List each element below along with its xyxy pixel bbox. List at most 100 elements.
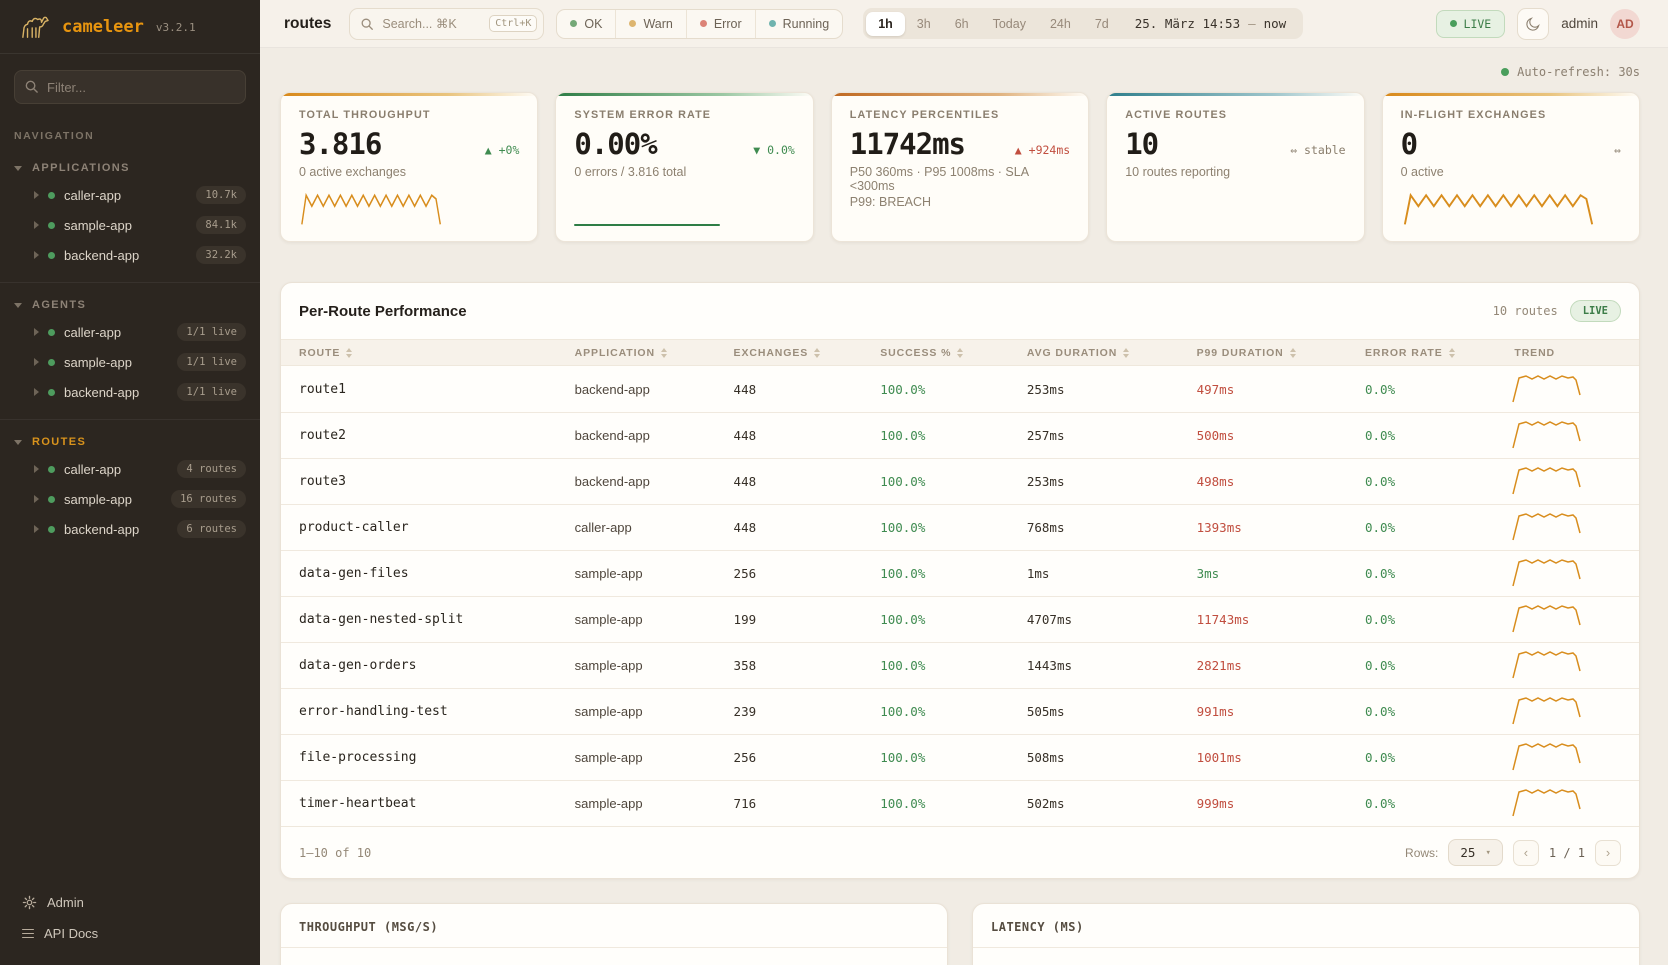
rows-per-page-label: Rows: bbox=[1405, 845, 1439, 860]
main-area: routes Search... ⌘K Ctrl+K OK Warn Error… bbox=[260, 0, 1668, 965]
kpi-label: IN-FLIGHT EXCHANGES bbox=[1400, 109, 1547, 121]
topbar: routes Search... ⌘K Ctrl+K OK Warn Error… bbox=[260, 0, 1668, 48]
status-filter-chip[interactable]: Error bbox=[685, 9, 755, 38]
kpi-subtext: 0 errors / 3.816 total bbox=[574, 165, 687, 179]
status-dot-icon bbox=[48, 251, 55, 259]
table-row[interactable]: product-caller caller-app 448 100.0% 768… bbox=[281, 504, 1639, 550]
cell-exchanges: 448 bbox=[733, 520, 757, 535]
cell-route: data-gen-orders bbox=[299, 658, 417, 673]
table-row[interactable]: file-processing sample-app 256 100.0% 50… bbox=[281, 734, 1639, 780]
column-header[interactable]: ERROR RATE bbox=[1347, 347, 1496, 359]
sidebar-section-header[interactable]: AGENTS bbox=[0, 293, 260, 317]
trend-sparkline-icon bbox=[1512, 789, 1582, 817]
filter-input[interactable] bbox=[14, 70, 246, 104]
inflight-sparkline bbox=[1401, 188, 1621, 228]
bottom-charts: THROUGHPUT (MSG/S) LATENCY (MS) bbox=[280, 903, 1640, 965]
time-range-button[interactable]: Today bbox=[992, 16, 1026, 31]
status-filter-chip[interactable]: Running bbox=[754, 9, 843, 38]
chevron-right-icon bbox=[34, 388, 39, 396]
table-row[interactable]: data-gen-orders sample-app 358 100.0% 14… bbox=[281, 642, 1639, 688]
column-header[interactable]: APPLICATION bbox=[557, 347, 716, 359]
avatar[interactable]: AD bbox=[1610, 8, 1640, 39]
cell-application: sample-app bbox=[574, 796, 643, 811]
kpi-value: 10 bbox=[1125, 127, 1159, 161]
table-row[interactable]: route2 backend-app 448 100.0% 257ms 500m… bbox=[281, 412, 1639, 458]
cell-route: route2 bbox=[299, 428, 346, 443]
kpi-label: TOTAL THROUGHPUT bbox=[299, 109, 431, 121]
sidebar-item[interactable]: caller-app 1/1 live bbox=[0, 317, 260, 347]
kpi-card-inflight: IN-FLIGHT EXCHANGES 0 ⇔ 0 active bbox=[1381, 92, 1640, 242]
sidebar-item[interactable]: backend-app 1/1 live bbox=[0, 377, 260, 407]
sidebar-item-admin[interactable]: Admin bbox=[0, 887, 260, 918]
table-row[interactable]: route1 backend-app 448 100.0% 253ms 497m… bbox=[281, 366, 1639, 412]
sidebar-item[interactable]: caller-app 4 routes bbox=[0, 454, 260, 484]
column-header[interactable]: TREND bbox=[1496, 347, 1639, 359]
column-header-label: ERROR RATE bbox=[1365, 346, 1443, 359]
table-live-badge: LIVE bbox=[1569, 300, 1621, 322]
status-dot-icon bbox=[48, 358, 55, 366]
cell-application: backend-app bbox=[574, 474, 650, 489]
time-range-button[interactable]: 1h bbox=[866, 11, 905, 36]
search-box[interactable]: Search... ⌘K Ctrl+K bbox=[349, 7, 545, 40]
sidebar-section-title: AGENTS bbox=[32, 299, 87, 311]
time-range-button[interactable]: 7d bbox=[1094, 16, 1109, 31]
sidebar-section-header[interactable]: ROUTES bbox=[0, 430, 260, 454]
rows-per-page-select[interactable]: 25 ▾ bbox=[1448, 839, 1503, 866]
column-header[interactable]: ROUTE bbox=[281, 347, 557, 359]
cell-success-rate: 100.0% bbox=[880, 750, 926, 765]
status-dot-icon bbox=[48, 221, 55, 229]
status-filter-chip[interactable]: OK bbox=[557, 10, 615, 38]
cell-error-rate: 0.0% bbox=[1365, 704, 1396, 719]
table-row[interactable]: route3 backend-app 448 100.0% 253ms 498m… bbox=[281, 458, 1639, 504]
sidebar-item[interactable]: sample-app 84.1k bbox=[0, 210, 260, 240]
sidebar-section-items: caller-app 1/1 live sample-app 1/1 live … bbox=[0, 317, 260, 407]
column-header[interactable]: AVG DURATION bbox=[1009, 347, 1179, 359]
sidebar-item[interactable]: sample-app 16 routes bbox=[0, 484, 260, 514]
sidebar-item-api-docs[interactable]: API Docs bbox=[0, 918, 260, 949]
sidebar-section-header[interactable]: APPLICATIONS bbox=[0, 156, 260, 180]
search-icon bbox=[361, 18, 374, 30]
sidebar-item[interactable]: caller-app 10.7k bbox=[0, 180, 260, 210]
column-header[interactable]: P99 DURATION bbox=[1179, 347, 1347, 359]
sort-icon bbox=[1289, 347, 1296, 358]
sidebar-item[interactable]: sample-app 1/1 live bbox=[0, 347, 260, 377]
date-range[interactable]: 25. März 14:53 — now bbox=[1121, 11, 1300, 36]
sidebar-item-badge: 1/1 live bbox=[177, 383, 246, 401]
table-row[interactable]: data-gen-files sample-app 256 100.0% 1ms… bbox=[281, 550, 1639, 596]
cell-p99-duration: 497ms bbox=[1196, 381, 1235, 397]
sidebar-item-label: caller-app bbox=[64, 324, 122, 340]
table-row[interactable]: data-gen-nested-split sample-app 199 100… bbox=[281, 596, 1639, 642]
table-row[interactable]: error-handling-test sample-app 239 100.0… bbox=[281, 688, 1639, 734]
cell-p99-duration: 2821ms bbox=[1196, 658, 1242, 673]
cell-application: sample-app bbox=[574, 704, 643, 719]
status-dot-icon bbox=[48, 495, 55, 503]
column-header[interactable]: SUCCESS % bbox=[862, 347, 1009, 359]
live-badge[interactable]: LIVE bbox=[1435, 9, 1506, 38]
cell-success-rate: 100.0% bbox=[880, 612, 926, 627]
cell-avg-duration: 768ms bbox=[1026, 520, 1065, 535]
kpi-card-active-routes: ACTIVE ROUTES 10 ⇔ stable 10 routes repo… bbox=[1106, 92, 1365, 242]
prev-page-button[interactable]: ‹ bbox=[1512, 839, 1539, 866]
kpi-label: LATENCY PERCENTILES bbox=[849, 109, 1000, 121]
time-range-group: 1h 3h 6h Today 24h 7d 25. März 14:53 — now bbox=[863, 8, 1304, 39]
kpi-card-latency: LATENCY PERCENTILES 11742ms ▲ +924ms P50… bbox=[830, 92, 1090, 242]
next-page-button[interactable]: › bbox=[1595, 839, 1621, 866]
sidebar-item-label: backend-app bbox=[64, 384, 140, 400]
time-range-button[interactable]: 6h bbox=[954, 16, 969, 31]
kpi-delta: ⇔ bbox=[1614, 143, 1621, 157]
time-range-button[interactable]: 24h bbox=[1049, 16, 1071, 31]
sidebar-item[interactable]: backend-app 32.2k bbox=[0, 240, 260, 270]
table-row[interactable]: timer-heartbeat sample-app 716 100.0% 50… bbox=[281, 780, 1639, 826]
status-dot-icon bbox=[768, 20, 776, 27]
trend-sparkline-icon bbox=[1512, 651, 1582, 679]
time-range-button[interactable]: 3h bbox=[916, 16, 931, 31]
kpi-card-error-rate: SYSTEM ERROR RATE 0.00% ▼ 0.0% 0 errors … bbox=[555, 92, 814, 242]
column-header[interactable]: EXCHANGES bbox=[716, 347, 863, 359]
status-filter-chip[interactable]: Warn bbox=[615, 9, 685, 38]
moon-icon bbox=[1526, 16, 1540, 31]
kpi-subtext-2: P99: BREACH bbox=[849, 195, 932, 209]
theme-toggle-button[interactable] bbox=[1517, 7, 1550, 40]
status-filter-label: Error bbox=[713, 16, 742, 31]
pagination-range: 1–10 of 10 bbox=[299, 845, 372, 860]
sidebar-item[interactable]: backend-app 6 routes bbox=[0, 514, 260, 544]
